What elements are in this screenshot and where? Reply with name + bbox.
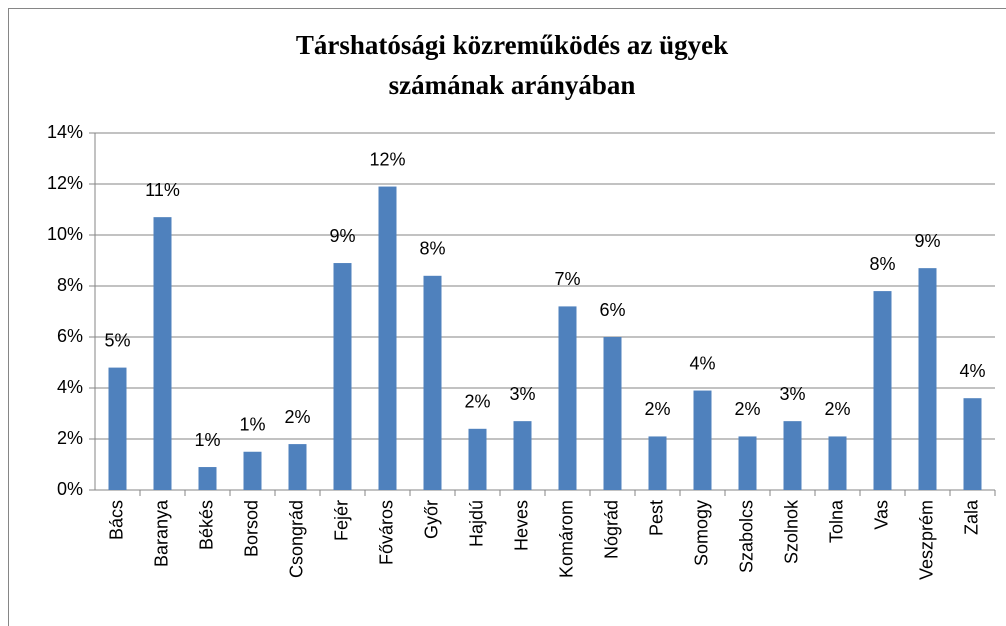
x-tick-label: Főváros: [376, 500, 396, 565]
y-tick-label: 2%: [57, 428, 83, 448]
bar: [153, 217, 172, 490]
data-label: 11%: [145, 180, 180, 200]
data-label: 8%: [419, 239, 445, 259]
x-tick-label: Tolna: [826, 499, 846, 543]
x-tick-label: Fejér: [331, 500, 351, 541]
x-tick-label: Veszprém: [916, 500, 936, 580]
bar: [288, 444, 307, 490]
bar: [603, 337, 622, 490]
x-tick-label: Somogy: [691, 500, 711, 566]
data-label: 3%: [509, 384, 535, 404]
x-tick-label: Csongrád: [286, 500, 306, 578]
data-label: 3%: [779, 384, 805, 404]
x-tick-label: Nógrád: [601, 500, 621, 559]
x-tick-label: Szolnok: [781, 499, 801, 564]
bar: [108, 367, 127, 490]
bar: [558, 306, 577, 490]
bar: [873, 291, 892, 490]
y-tick-label: 10%: [47, 224, 83, 244]
data-label: 4%: [959, 361, 985, 381]
bar: [333, 263, 352, 490]
bar: [738, 436, 757, 490]
y-tick-label: 14%: [47, 122, 83, 142]
data-label: 8%: [869, 254, 895, 274]
data-label: 12%: [369, 149, 405, 169]
data-label: 2%: [284, 407, 310, 427]
bar: [378, 186, 397, 491]
data-label: 5%: [104, 330, 130, 350]
bar: [243, 451, 262, 490]
data-label: 2%: [644, 399, 670, 419]
data-label: 2%: [464, 392, 490, 412]
x-tick-label: Békés: [196, 500, 216, 550]
data-label: 7%: [554, 269, 580, 289]
y-tick-label: 6%: [57, 326, 83, 346]
x-tick-label: Borsod: [241, 500, 261, 557]
x-tick-label: Győr: [421, 500, 441, 539]
x-tick-label: Komárom: [556, 500, 576, 578]
x-tick-label: Pest: [646, 500, 666, 536]
bar: [198, 467, 217, 490]
bar: [828, 436, 847, 490]
bar: [648, 436, 667, 490]
x-tick-label: Bács: [106, 500, 126, 540]
x-tick-label: Szabolcs: [736, 500, 756, 573]
bar: [468, 428, 487, 490]
data-label: 1%: [239, 415, 265, 435]
data-label: 1%: [194, 430, 220, 450]
data-label: 4%: [689, 353, 715, 373]
bar: [693, 390, 712, 490]
bar: [513, 421, 532, 490]
bar: [783, 421, 802, 490]
bar: [423, 275, 442, 490]
y-tick-label: 12%: [47, 173, 83, 193]
data-label: 9%: [329, 226, 355, 246]
chart-title: Társhatósági közreműködés az ügyek: [296, 30, 728, 60]
bar: [963, 398, 982, 490]
x-tick-label: Zala: [961, 499, 981, 535]
data-label: 2%: [734, 399, 760, 419]
x-tick-label: Baranya: [151, 499, 171, 567]
data-label: 9%: [914, 231, 940, 251]
x-tick-label: Heves: [511, 500, 531, 551]
bar: [918, 268, 937, 490]
y-tick-label: 0%: [57, 479, 83, 499]
data-label: 6%: [599, 300, 625, 320]
y-tick-label: 8%: [57, 275, 83, 295]
data-label: 2%: [824, 399, 850, 419]
x-tick-label: Hajdú: [466, 500, 486, 547]
chart-title: számának arányában: [389, 70, 636, 100]
chart-border: [8, 8, 1006, 626]
y-tick-label: 4%: [57, 377, 83, 397]
x-tick-label: Vas: [871, 500, 891, 530]
